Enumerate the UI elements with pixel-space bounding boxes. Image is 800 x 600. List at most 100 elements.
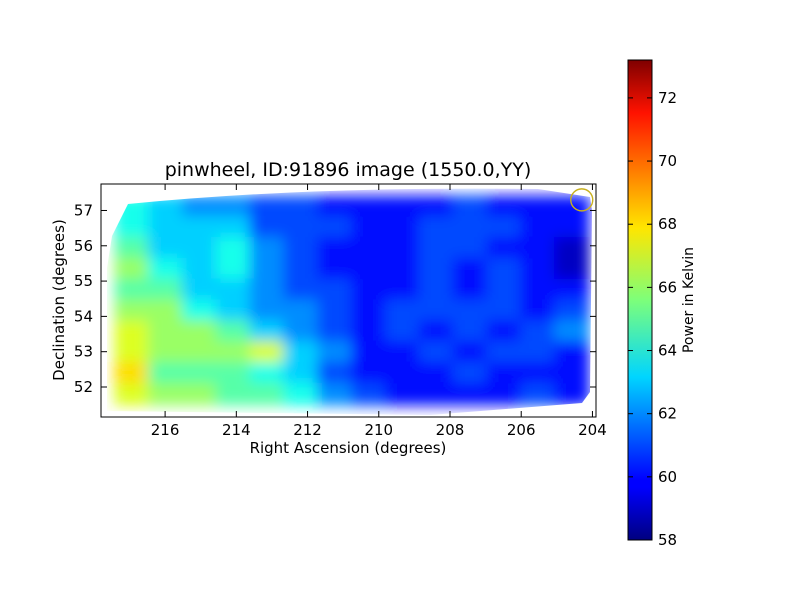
heatmap-cell (384, 216, 421, 240)
heatmap-cell (452, 278, 489, 302)
heatmap-cell (452, 216, 489, 240)
heatmap-cell (283, 257, 320, 281)
heatmap-cell (452, 382, 489, 406)
heatmap-cell (384, 278, 421, 302)
heatmap-cell (554, 341, 590, 364)
heatmap-cell (384, 257, 421, 281)
heatmap-cell (520, 216, 557, 240)
heatmap-cell (181, 320, 218, 344)
heatmap-cell (317, 278, 354, 302)
heatmap-cell (114, 257, 151, 281)
heatmap-cell (452, 361, 489, 385)
heatmap-cell (181, 257, 218, 281)
heatmap-cell (486, 341, 523, 364)
heatmap-cell (452, 341, 489, 364)
heatmap-cell (351, 257, 387, 281)
heatmap-cell (181, 341, 218, 364)
heatmap-cell (486, 216, 523, 240)
colorbar-tick-label: 66 (658, 278, 677, 296)
heatmap-cell (215, 341, 252, 364)
heatmap-cell (215, 299, 252, 323)
heatmap-cell (148, 382, 184, 406)
heatmap-cell (486, 320, 523, 344)
heatmap-cell (384, 361, 421, 385)
heatmap-cell (317, 237, 354, 260)
colorbar-tick-label: 60 (658, 468, 677, 486)
y-tick-label: 52 (74, 378, 93, 396)
x-tick-label: 216 (151, 421, 180, 439)
heatmap-cell (148, 299, 184, 323)
heatmap-cell (114, 278, 151, 302)
heatmap-cell (520, 237, 557, 260)
y-tick-label: 56 (74, 237, 93, 255)
x-tick-label: 214 (222, 421, 251, 439)
heatmap-cell (554, 361, 590, 385)
heatmap-cell (452, 299, 489, 323)
heatmap-cell (351, 216, 387, 240)
heatmap-cell (418, 257, 455, 281)
heatmap-cell (554, 195, 590, 219)
heatmap-cell (114, 341, 151, 364)
heatmap-cell (554, 257, 590, 281)
x-tick-label: 210 (364, 421, 393, 439)
heatmap-cell (283, 299, 320, 323)
heatmap-cell (114, 382, 151, 406)
heatmap-image (114, 195, 590, 406)
x-tick-label: 204 (578, 421, 607, 439)
heatmap-cell (452, 320, 489, 344)
heatmap-cell (249, 320, 286, 344)
heatmap-cell (181, 361, 218, 385)
heatmap-cell (249, 237, 286, 260)
heatmap-cell (114, 195, 151, 219)
heatmap-cell (283, 382, 320, 406)
heatmap-cell (351, 299, 387, 323)
heatmap-cell (181, 382, 218, 406)
heatmap-cell (452, 257, 489, 281)
heatmap-cell (317, 320, 354, 344)
heatmap-cell (215, 216, 252, 240)
heatmap-cell (554, 278, 590, 302)
heatmap-cell (418, 341, 455, 364)
heatmap-cell (283, 320, 320, 344)
y-axis-ticks: 52 53 54 55 56 57 (74, 201, 596, 396)
heatmap-cell (351, 341, 387, 364)
heatmap-cell (351, 237, 387, 260)
heatmap-cell (418, 216, 455, 240)
x-tick-label: 208 (436, 421, 465, 439)
colorbar-tick-label: 68 (658, 215, 677, 233)
heatmap-cell (486, 299, 523, 323)
heatmap-cell (317, 216, 354, 240)
heatmap-cell (452, 195, 489, 219)
heatmap-cell (215, 382, 252, 406)
heatmap-cell (283, 237, 320, 260)
heatmap-cell (317, 195, 354, 219)
colorbar-tick-label: 72 (658, 89, 677, 107)
heatmap-cell (520, 382, 557, 406)
colorbar-label: Power in Kelvin (681, 247, 697, 353)
x-axis-label: Right Ascension (degrees) (250, 439, 447, 457)
heatmap-cell (418, 237, 455, 260)
heatmap-cell (418, 195, 455, 219)
heatmap-cell (181, 195, 218, 219)
heatmap-cell (520, 278, 557, 302)
heatmap-cell (215, 237, 252, 260)
heatmap-cell (317, 382, 354, 406)
heatmap-cell (351, 320, 387, 344)
colorbar-tick-label: 64 (658, 342, 677, 360)
heatmap-cell (283, 361, 320, 385)
heatmap-cell (486, 278, 523, 302)
heatmap-cell (554, 299, 590, 323)
heatmap-cell (148, 341, 184, 364)
heatmap-cell (418, 278, 455, 302)
heatmap-cell (317, 361, 354, 385)
heatmap-cell (520, 320, 557, 344)
heatmap-cell (418, 361, 455, 385)
heatmap-cell (486, 237, 523, 260)
heatmap-cell (215, 361, 252, 385)
heatmap-cell (148, 216, 184, 240)
heatmap-cell (418, 320, 455, 344)
heatmap-cell (554, 382, 590, 406)
y-axis-label: Declination (degrees) (50, 219, 68, 381)
heatmap-cell (554, 320, 590, 344)
